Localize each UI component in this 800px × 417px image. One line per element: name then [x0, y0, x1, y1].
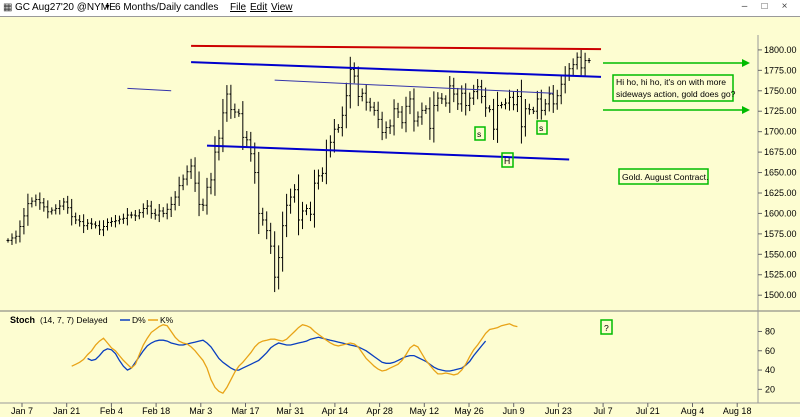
candles-layer — [6, 49, 591, 293]
price-tick-label: 1600.00 — [764, 208, 797, 218]
s-right-box — [536, 120, 548, 135]
lower-trendline — [206, 144, 570, 161]
date-tick-label: May 12 — [410, 406, 440, 416]
stoch-params: (14, 7, 7) Delayed — [40, 315, 108, 325]
date-tick-label: Jun 9 — [503, 406, 525, 416]
price-tick-label: 1700.00 — [764, 127, 797, 137]
stoch-label: Stoch — [10, 315, 35, 325]
date-axis: Jan 7 Jan 21 Feb 4 Feb 18 Mar 3 Mar 17 Mar 31 A… — [11, 403, 751, 416]
maximize-button[interactable]: □ — [761, 1, 768, 12]
stoch-tick-label: 80 — [765, 326, 775, 336]
date-tick-label: Mar 17 — [231, 406, 259, 416]
green-arrow-lower — [603, 106, 750, 114]
chart-background — [0, 17, 800, 417]
price-tick-label: 1775.00 — [764, 65, 797, 75]
date-tick-label: Apr 28 — [366, 406, 393, 416]
date-tick-label: Apr 14 — [322, 406, 349, 416]
s-left-label: s — [477, 129, 481, 139]
price-tick-label: 1675.00 — [764, 147, 797, 157]
price-tick-label: 1550.00 — [764, 249, 797, 259]
menu-file[interactable]: File — [230, 2, 247, 13]
stoch-axis: 20 40 60 80 — [758, 326, 775, 394]
minimize-button[interactable]: – — [741, 1, 748, 12]
green-arrow-upper — [603, 59, 750, 67]
price-tick-label: 1650.00 — [764, 168, 797, 178]
question-mark: ? — [604, 323, 609, 333]
stoch-line-k — [71, 323, 518, 395]
price-axis: 1500.00 1525.00 1550.00 1575.00 1600.00 1625.… — [758, 45, 797, 300]
price-tick-label: 1575.00 — [764, 229, 797, 239]
price-tick-label: 1750.00 — [764, 86, 797, 96]
date-tick-label: Feb 4 — [100, 406, 123, 416]
stoch-lines — [71, 323, 518, 395]
resistance-feb-mar — [127, 87, 172, 92]
question-box — [600, 319, 613, 335]
d-legend-label: D% — [132, 315, 146, 325]
date-tick-label: Mar 31 — [276, 406, 304, 416]
date-tick-label: Mar 3 — [189, 406, 212, 416]
window-icon: ▦ — [3, 2, 13, 13]
date-tick-label: Jul 7 — [594, 406, 613, 416]
stoch-tick-label: 20 — [765, 384, 775, 394]
price-tick-label: 1725.00 — [764, 106, 797, 116]
symbol-label[interactable]: GC — [15, 2, 30, 13]
h-label: H — [504, 156, 510, 166]
contract-label[interactable]: Aug27'20 @NYME — [32, 2, 116, 13]
close-button[interactable]: × — [781, 1, 788, 12]
stoch-tick-label: 60 — [765, 346, 775, 356]
stoch-line-d — [87, 336, 487, 372]
date-tick-label: Aug 4 — [681, 406, 705, 416]
chart-svg: 1500.00 1525.00 1550.00 1575.00 1600.00 1625.… — [0, 17, 800, 417]
date-tick-label: Jan 7 — [11, 406, 33, 416]
s-left-box — [474, 126, 486, 141]
date-tick-label: Aug 18 — [723, 406, 752, 416]
k-legend-label: K% — [160, 315, 174, 325]
date-tick-label: Jun 23 — [545, 406, 572, 416]
price-tick-label: 1800.00 — [764, 45, 797, 55]
price-tick-label: 1500.00 — [764, 290, 797, 300]
contract-note-box — [618, 168, 709, 185]
red-resistance — [191, 44, 602, 51]
date-tick-label: Jul 21 — [636, 406, 660, 416]
stoch-tick-label: 40 — [765, 365, 775, 375]
date-tick-label: Jan 21 — [53, 406, 80, 416]
price-tick-label: 1525.00 — [764, 270, 797, 280]
date-tick-label: May 26 — [454, 406, 484, 416]
h-box — [501, 152, 514, 168]
sideways-note-line2: sideways action, gold does go? — [616, 89, 736, 99]
price-tick-label: 1625.00 — [764, 188, 797, 198]
title-bar: ▦ GC Aug27'20 @NYME ▼ 6 Months/Daily can… — [0, 0, 800, 17]
menu-view[interactable]: View — [271, 2, 293, 13]
neckline — [274, 79, 554, 94]
contract-note: Gold. August Contract. — [622, 172, 708, 182]
date-tick-label: Feb 18 — [142, 406, 170, 416]
sideways-note-box — [612, 74, 734, 102]
s-right-label: s — [539, 123, 543, 133]
period-label[interactable]: 6 Months/Daily candles — [115, 2, 219, 13]
sideways-note-line1: Hi ho, hi ho, it's on with more — [616, 77, 726, 87]
overlay-layer — [127, 44, 602, 161]
upper-trendline — [191, 61, 602, 78]
contract-dropdown-icon[interactable]: ▼ — [104, 4, 111, 11]
menu-edit[interactable]: Edit — [250, 2, 268, 13]
